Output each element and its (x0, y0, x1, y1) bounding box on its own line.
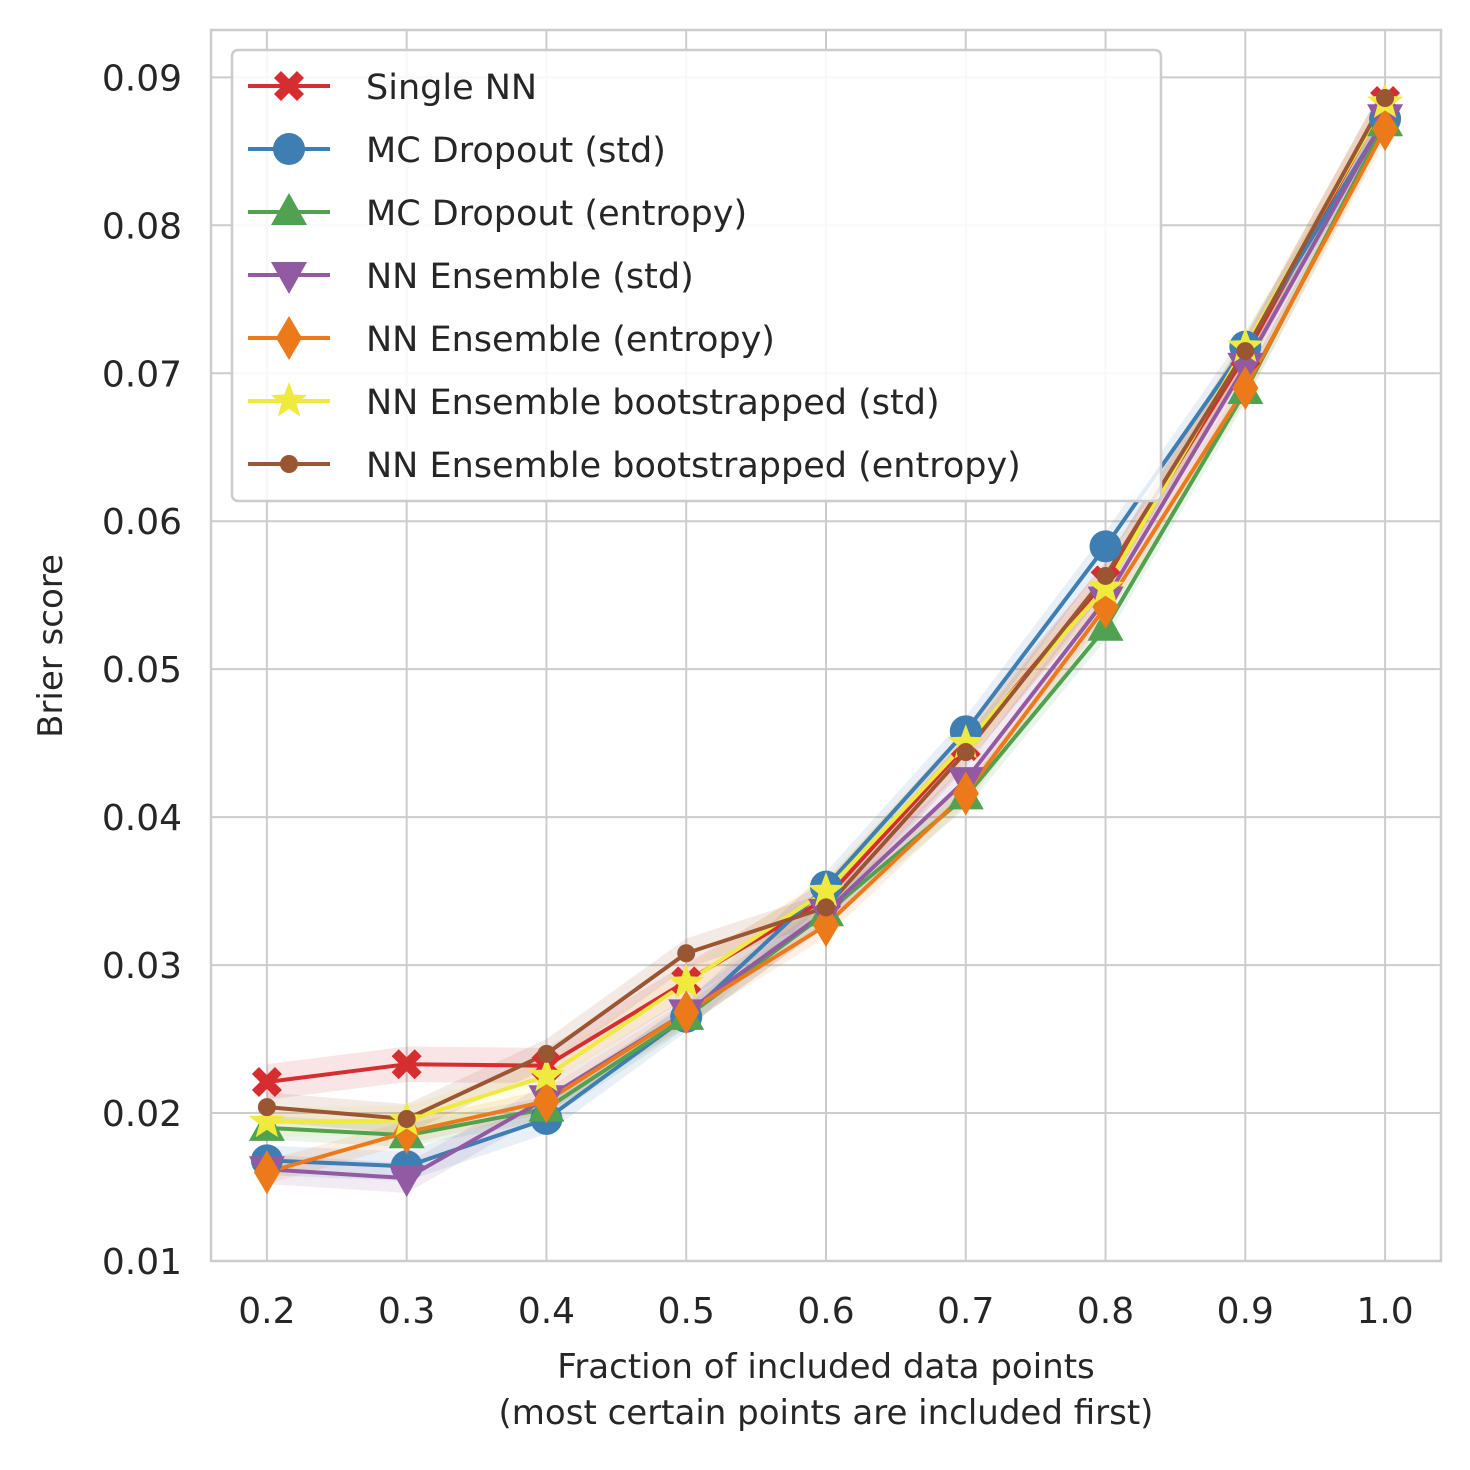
marker-series-6 (257, 1098, 276, 1117)
y-tick-label: 0.03 (102, 946, 182, 987)
marker-series-4 (1232, 366, 1259, 411)
y-tick-label: 0.08 (102, 206, 182, 247)
legend-marker (276, 316, 302, 360)
legend-marker (271, 262, 307, 294)
marker-series-4 (813, 903, 839, 948)
x-tick-label: 0.4 (518, 1291, 575, 1332)
x-tick-label: 0.8 (1077, 1291, 1134, 1332)
marker-series-6 (537, 1044, 556, 1063)
y-tick-label: 0.07 (102, 354, 182, 395)
x-tick-label: 0.7 (937, 1291, 994, 1332)
marker-series-6 (677, 944, 696, 963)
marker-series-5 (668, 963, 705, 999)
legend-item: MC Dropout (std) (248, 131, 666, 171)
marker-series-6 (1096, 566, 1115, 585)
legend-marker (273, 133, 305, 165)
y-tick-labels: 0.01 0.02 0.03 0.04 0.05 0.06 0.07 0.08 0.09 (102, 58, 182, 1283)
marker-series-0 (391, 1049, 422, 1080)
y-tick-label: 0.04 (102, 798, 182, 839)
legend-items: Single NN MC Dropout (std) MC Dropout (ent… (248, 68, 1021, 486)
marker-series-5 (248, 1102, 285, 1138)
legend-marker (271, 193, 307, 225)
y-tick-label: 0.05 (102, 650, 182, 691)
x-tick-label: 0.2 (238, 1291, 295, 1332)
marker-series-6 (1376, 89, 1395, 108)
legend-item: NN Ensemble bootstrapped (std) (248, 382, 940, 423)
legend-marker (274, 71, 304, 101)
legend-label: NN Ensemble bootstrapped (std) (366, 383, 940, 423)
x-tick-label: 0.5 (658, 1291, 715, 1332)
legend-marker (280, 455, 298, 473)
marker-series-5 (807, 872, 845, 907)
marker-series-6 (397, 1109, 416, 1128)
legend-label: Single NN (366, 68, 537, 108)
legend-item: MC Dropout (entropy) (248, 193, 747, 234)
x-axis-title-line2: (most certain points are included first) (499, 1393, 1154, 1433)
legend-label: MC Dropout (std) (366, 131, 666, 171)
legend-box (230, 48, 1163, 503)
legend-item: Single NN (248, 68, 537, 108)
marker-series-0 (251, 1066, 282, 1097)
series-markers (248, 83, 1404, 1198)
marker-series-1 (1089, 530, 1122, 563)
legend-label: NN Ensemble (std) (366, 257, 694, 297)
x-tick-label: 1.0 (1356, 1291, 1413, 1332)
legend-item: NN Ensemble (entropy) (248, 316, 775, 360)
marker-series-5 (1087, 568, 1124, 604)
marker-series-6 (956, 743, 975, 762)
marker-series-5 (947, 724, 984, 759)
y-tick-label: 0.09 (102, 58, 182, 99)
legend: Single NN MC Dropout (std) MC Dropout (ent… (230, 48, 1163, 503)
x-tick-label: 0.6 (797, 1291, 854, 1332)
y-tick-label: 0.06 (102, 502, 182, 543)
x-tick-label: 0.3 (378, 1291, 435, 1332)
marker-series-6 (1236, 342, 1255, 361)
x-tick-label: 0.9 (1217, 1291, 1274, 1332)
legend-label: NN Ensemble bootstrapped (entropy) (366, 446, 1021, 486)
y-tick-label: 0.02 (102, 1094, 182, 1135)
marker-series-3 (388, 1165, 425, 1198)
legend-item: NN Ensemble bootstrapped (entropy) (248, 446, 1021, 486)
x-tick-labels: 0.2 0.3 0.4 0.5 0.6 0.7 0.8 0.9 1.0 (238, 1291, 1413, 1332)
y-axis-title: Brier score (31, 554, 71, 738)
legend-marker (270, 382, 308, 417)
marker-series-4 (1372, 107, 1399, 152)
marker-series-4 (952, 771, 979, 816)
marker-series-4 (673, 990, 700, 1035)
marker-series-6 (817, 898, 835, 917)
marker-series-4 (533, 1079, 560, 1124)
plot-frame (209, 28, 1443, 1263)
y-tick-label: 0.01 (102, 1242, 182, 1283)
legend-label: NN Ensemble (entropy) (366, 320, 775, 360)
legend-item: NN Ensemble (std) (248, 257, 694, 297)
marker-series-5 (528, 1057, 565, 1092)
legend-label: MC Dropout (entropy) (366, 194, 747, 234)
marker-series-4 (253, 1150, 280, 1195)
x-axis-title-line1: Fraction of included data points (557, 1347, 1095, 1387)
